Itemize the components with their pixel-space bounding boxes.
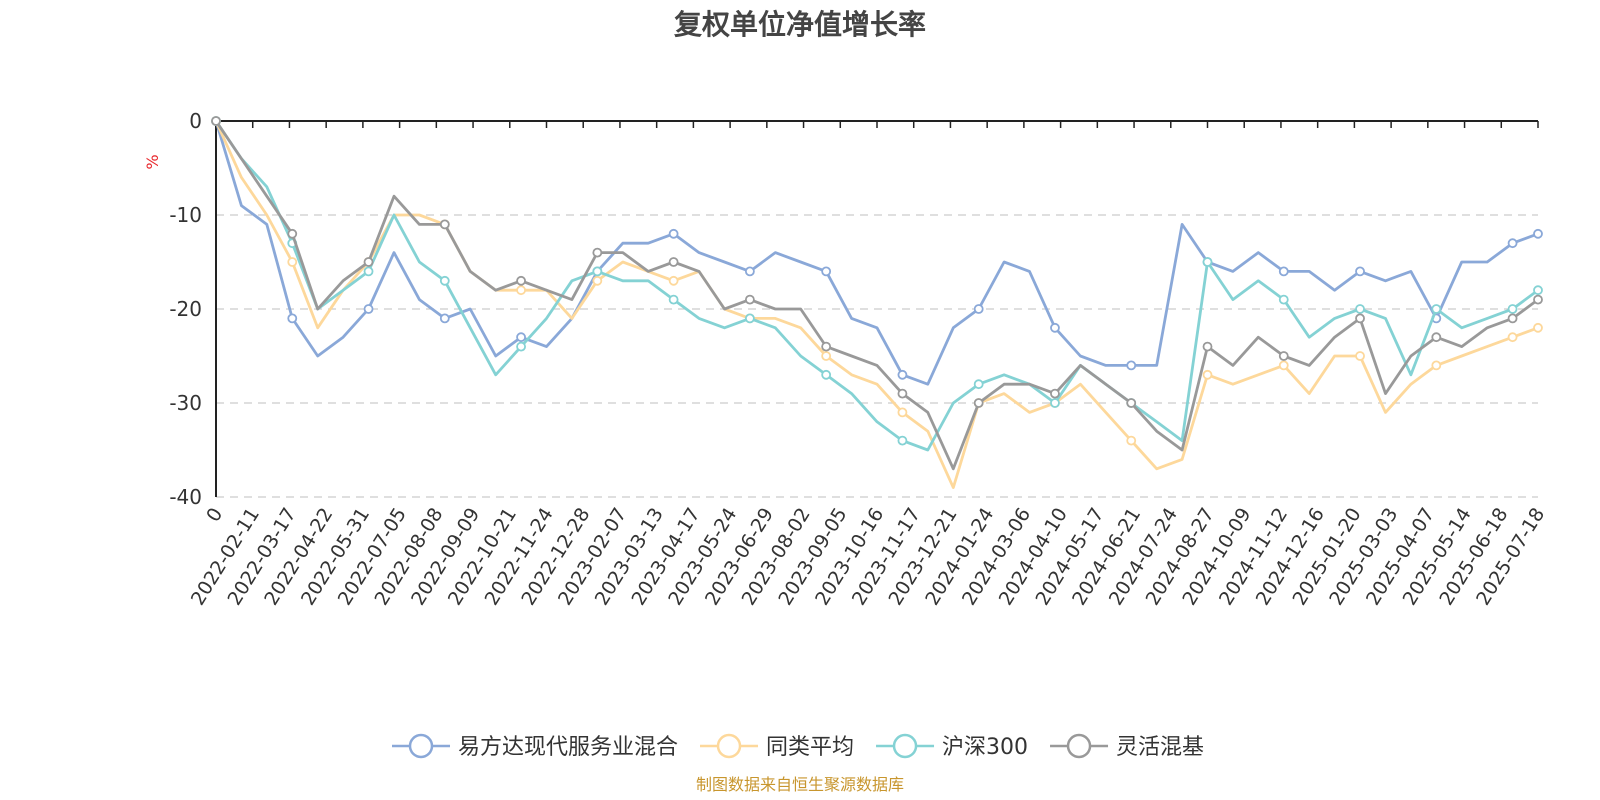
series-point — [1533, 285, 1543, 296]
series-point — [1533, 294, 1543, 305]
series-point — [973, 304, 984, 314]
legend-marker — [1066, 733, 1092, 759]
series-point — [439, 219, 450, 230]
series-point — [1278, 351, 1289, 361]
series-line-1 — [214, 120, 1539, 386]
series-point — [1355, 266, 1365, 277]
series-point — [744, 294, 755, 305]
series-point — [1278, 294, 1289, 305]
series-point — [1355, 304, 1365, 314]
axes — [215, 120, 1539, 497]
series-point — [821, 351, 832, 361]
y-tick-labels: 0 -10 -20 -30 -40 — [169, 109, 202, 509]
series-point — [1278, 266, 1289, 277]
legend-label: 同类平均 — [766, 735, 854, 760]
series-point — [592, 247, 603, 258]
legend[interactable]: 易方达现代服务业混合 同类平均 沪深300 灵活混基 — [392, 733, 1204, 760]
legend-label: 灵活混基 — [1116, 735, 1204, 760]
legend-marker — [892, 733, 918, 759]
legend-marker — [408, 733, 434, 759]
series-point — [897, 407, 908, 418]
y-tick-label: -20 — [169, 297, 202, 321]
series-point — [821, 341, 832, 352]
series-point — [897, 435, 908, 446]
legend-item-4[interactable]: 灵活混基 — [1050, 733, 1204, 760]
series-point — [1355, 351, 1365, 361]
series-point — [744, 266, 755, 277]
series-point — [439, 313, 450, 324]
legend-label: 沪深300 — [942, 735, 1028, 760]
series-point — [897, 388, 908, 399]
series-point — [1202, 369, 1213, 380]
series-point — [516, 332, 526, 343]
series-point — [287, 257, 298, 267]
series-point — [897, 369, 908, 380]
series-point — [1202, 257, 1213, 267]
series-point — [1278, 360, 1289, 371]
y-tick-label: -30 — [169, 391, 202, 415]
y-axis-unit: % — [143, 154, 162, 169]
source-note: 制图数据来自恒生聚源数据库 — [696, 775, 904, 794]
series-point — [1126, 435, 1137, 446]
series-point — [516, 275, 526, 286]
series-point — [668, 228, 679, 239]
x-tick-label: 0 — [202, 504, 227, 526]
series-point — [363, 257, 374, 267]
series-point — [363, 304, 374, 314]
series-point — [1431, 304, 1442, 314]
series-point — [287, 313, 298, 324]
series-point — [592, 266, 603, 277]
series-line-4 — [214, 120, 1539, 471]
series-point — [1126, 360, 1137, 371]
y-tick-label: 0 — [189, 109, 202, 133]
series-point — [1507, 332, 1518, 343]
series-point — [973, 398, 984, 408]
legend-label: 易方达现代服务业混合 — [458, 735, 678, 760]
legend-item-2[interactable]: 同类平均 — [700, 733, 854, 760]
series-point — [363, 266, 374, 277]
series-point — [821, 369, 832, 380]
series-line-3 — [214, 120, 1539, 452]
series-point — [1050, 322, 1060, 333]
series-point — [211, 116, 221, 126]
series-point — [1507, 313, 1518, 324]
series-point — [439, 275, 450, 286]
series-point — [1355, 313, 1365, 324]
chart-title: 复权单位净值增长率 — [674, 8, 926, 41]
series-point — [1507, 304, 1518, 314]
y-tick-label: -40 — [169, 485, 202, 509]
series-point — [821, 266, 832, 277]
series-point — [1533, 228, 1543, 239]
series-point — [1507, 238, 1518, 249]
series-point — [668, 294, 679, 305]
series-point — [744, 313, 755, 324]
series-point — [592, 275, 603, 286]
series-point — [516, 341, 526, 352]
series-point — [287, 228, 298, 239]
series-point — [1126, 398, 1137, 408]
legend-marker — [716, 733, 742, 759]
series-point — [1533, 322, 1543, 333]
series-point — [1431, 360, 1442, 371]
series-point — [668, 257, 679, 267]
series-point — [1202, 341, 1213, 352]
grid-lines — [216, 214, 1538, 498]
y-tick-label: -10 — [169, 203, 202, 227]
series-lines — [211, 116, 1543, 489]
series-point — [516, 285, 526, 296]
series-point — [1050, 398, 1060, 408]
series-point — [973, 379, 984, 390]
series-point — [668, 275, 679, 286]
x-tick-labels: 02022-02-112022-03-172022-04-222022-05-3… — [187, 504, 1549, 609]
series-line-2 — [214, 120, 1539, 489]
series-point — [1431, 332, 1442, 343]
legend-item-3[interactable]: 沪深300 — [876, 733, 1028, 760]
legend-item-1[interactable]: 易方达现代服务业混合 — [392, 733, 678, 760]
series-point — [1050, 388, 1060, 399]
